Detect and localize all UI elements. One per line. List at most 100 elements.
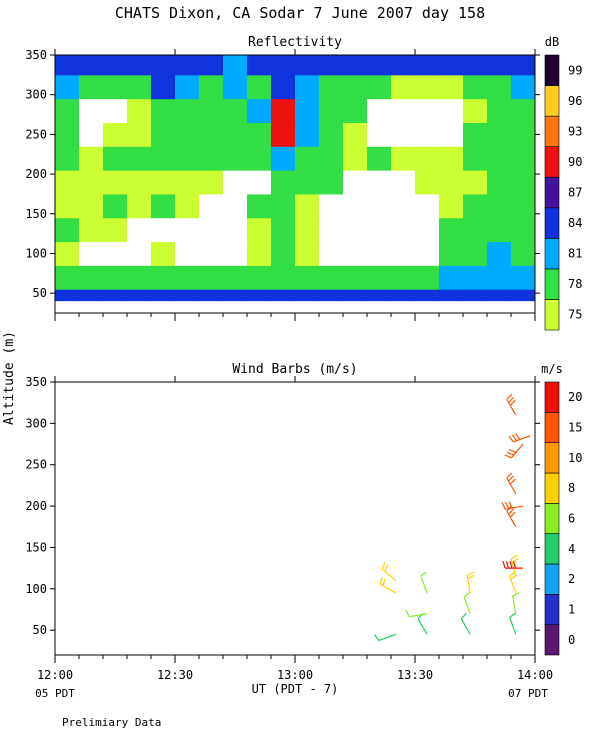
reflectivity-cell	[55, 122, 80, 147]
reflectivity-cell	[271, 241, 296, 266]
reflectivity-cell	[55, 289, 80, 302]
reflectivity-cell	[247, 193, 272, 219]
wind-barb-feather	[384, 564, 389, 572]
wind-barb	[463, 591, 471, 614]
reflectivity-cell	[487, 74, 512, 100]
wind-barb-feather	[511, 434, 518, 442]
reflectivity-cell	[79, 146, 104, 171]
reflectivity-colorbar-label: 84	[568, 216, 582, 230]
reflectivity-cell	[343, 146, 368, 171]
reflectivity-cell	[199, 74, 224, 100]
reflectivity-cell	[463, 265, 488, 290]
wind-colorbar-swatch	[544, 503, 560, 534]
reflectivity-y-tick-label: 250	[25, 127, 47, 141]
reflectivity-cell	[55, 265, 80, 290]
wind-colorbar-swatch	[544, 381, 560, 413]
reflectivity-cell	[247, 98, 272, 123]
reflectivity-cell	[487, 289, 512, 302]
wind-barb-feather	[508, 396, 515, 403]
reflectivity-cell	[391, 55, 416, 76]
reflectivity-cell	[391, 122, 416, 147]
wind-colorbar-swatch	[544, 533, 560, 565]
wind-barb	[420, 571, 428, 594]
reflectivity-cell	[79, 265, 104, 290]
reflectivity-cell	[439, 170, 464, 195]
reflectivity-cell	[439, 265, 464, 290]
reflectivity-cell	[511, 217, 535, 243]
reflectivity-cell	[175, 74, 200, 100]
reflectivity-colorbar-swatch	[544, 115, 560, 147]
wind-barb-feather	[512, 592, 520, 597]
reflectivity-cell	[223, 122, 248, 147]
reflectivity-cell	[343, 193, 368, 219]
reflectivity-cell	[199, 265, 224, 290]
wind-barb	[506, 393, 517, 416]
wind-colorbar-label: 15	[568, 421, 582, 435]
wind-barb-feather	[511, 558, 519, 563]
wind-barb-feather	[381, 562, 386, 570]
reflectivity-cell	[223, 170, 248, 195]
reflectivity-cell	[151, 98, 176, 123]
reflectivity-cell	[151, 193, 176, 219]
wind-y-tick-label: 100	[25, 582, 47, 596]
reflectivity-cell	[367, 146, 392, 171]
reflectivity-colorbar-units: dB	[545, 35, 559, 49]
reflectivity-cell	[367, 217, 392, 243]
wind-barb-feather	[504, 501, 510, 509]
reflectivity-colorbar-swatch	[544, 54, 560, 86]
reflectivity-cell	[511, 122, 535, 147]
reflectivity-cell	[511, 265, 535, 290]
reflectivity-cell	[295, 98, 320, 123]
reflectivity-cell	[319, 98, 344, 123]
reflectivity-cell	[103, 289, 128, 302]
reflectivity-cell	[271, 122, 296, 147]
wind-colorbar-swatch	[544, 412, 560, 443]
wind-barb-feather	[509, 399, 516, 406]
reflectivity-cell	[367, 193, 392, 219]
reflectivity-cell	[439, 55, 464, 76]
reflectivity-cell	[79, 170, 104, 195]
reflectivity-cell	[151, 122, 176, 147]
reflectivity-cell	[175, 265, 200, 290]
reflectivity-cell	[271, 170, 296, 195]
wind-barb	[417, 613, 428, 635]
reflectivity-cell	[79, 241, 104, 266]
reflectivity-cell	[175, 98, 200, 123]
wind-barbs-frame	[54, 381, 536, 656]
wind-barb-feather	[420, 571, 428, 577]
reflectivity-cell	[511, 98, 535, 123]
reflectivity-cell	[439, 217, 464, 243]
reflectivity-cell	[79, 122, 104, 147]
reflectivity-cell	[103, 217, 128, 243]
wind-barb	[506, 472, 517, 494]
reflectivity-cell	[151, 74, 176, 100]
wind-y-tick-label: 300	[25, 416, 47, 430]
reflectivity-cell	[271, 289, 296, 302]
reflectivity-cell	[511, 289, 535, 302]
reflectivity-cell	[247, 289, 272, 302]
reflectivity-cell	[367, 265, 392, 290]
wind-barb-feather	[508, 435, 514, 443]
wind-barbs-x-axis: 12:00 12:30 13:00 13:30 14:00	[37, 376, 553, 682]
reflectivity-cell	[151, 55, 176, 76]
reflectivity-cell	[247, 241, 272, 266]
wind-speed-colorbar: 0 1 2 4 6 8 10 15 20	[544, 381, 582, 656]
wind-colorbar-swatch	[544, 624, 560, 656]
reflectivity-cell	[415, 170, 440, 195]
reflectivity-cell	[487, 146, 512, 171]
reflectivity-colorbar-label: 81	[568, 247, 582, 261]
reflectivity-cell	[79, 289, 104, 302]
reflectivity-cell	[487, 170, 512, 195]
wind-barb-feather	[463, 591, 471, 598]
wind-barb	[509, 612, 517, 635]
reflectivity-cell	[199, 146, 224, 171]
reflectivity-cell	[79, 55, 104, 76]
reflectivity-cell	[223, 193, 248, 219]
reflectivity-cell	[127, 193, 152, 219]
reflectivity-cell	[199, 241, 224, 266]
wind-barb-staff	[409, 613, 428, 618]
reflectivity-cell	[55, 55, 80, 76]
reflectivity-cell	[199, 122, 224, 147]
wind-barb-feather	[510, 554, 518, 560]
